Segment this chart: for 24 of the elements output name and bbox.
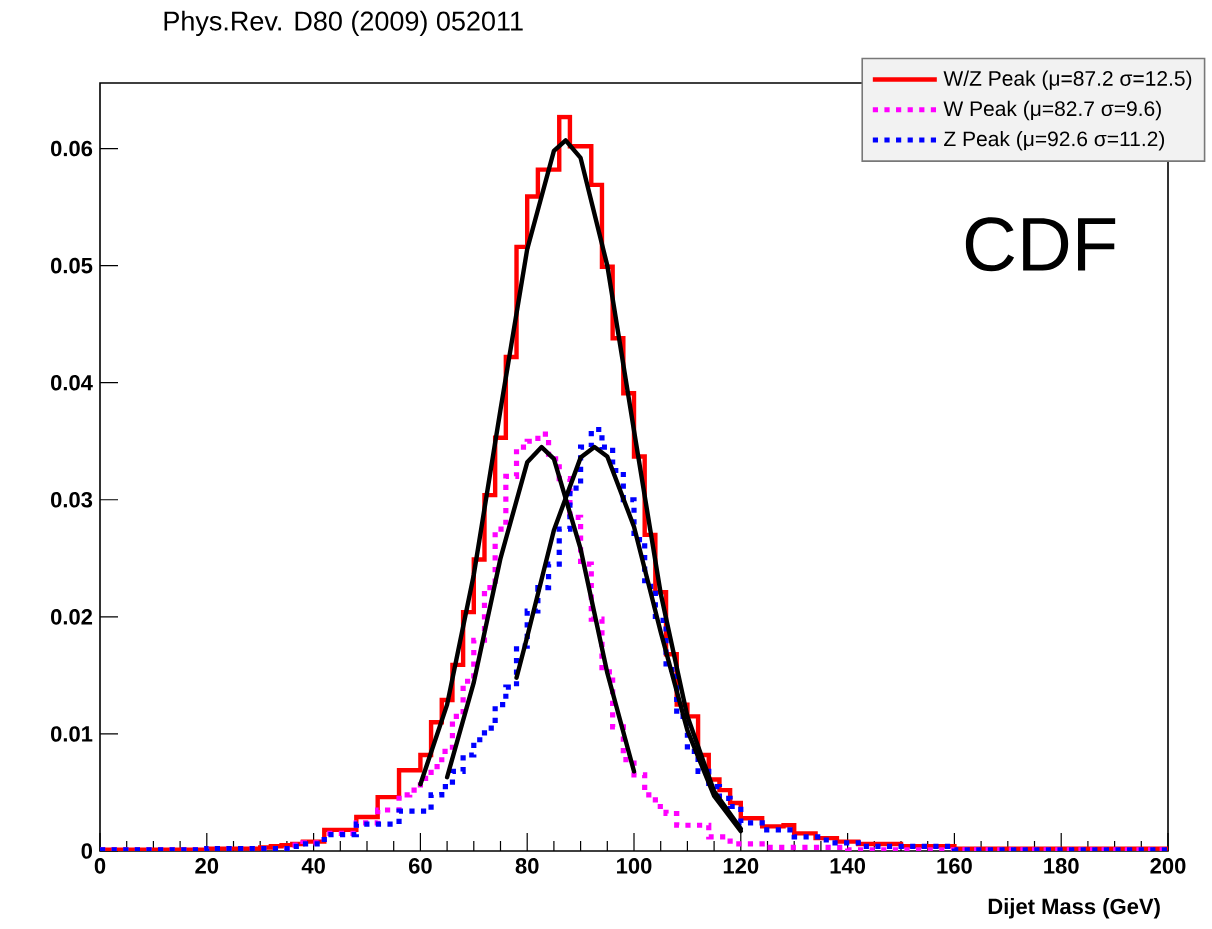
x-tick-label: 60: [408, 858, 432, 874]
y-tick-label: 0.06: [50, 140, 93, 157]
x-tick-label: 180: [1044, 858, 1079, 874]
y-tick-label: 0.03: [50, 491, 93, 508]
x-tick-label: 20: [195, 858, 219, 874]
x-tick-label: 140: [830, 858, 866, 874]
y-tick-label: 0: [81, 843, 93, 859]
y-tick-label: 0.04: [50, 374, 93, 391]
x-tick-label: 120: [723, 858, 759, 874]
x-tick-label: 160: [937, 858, 972, 874]
x-tick-label: 40: [301, 858, 325, 874]
legend-label: W Peak (μ=82.7 σ=9.6): [943, 100, 1161, 121]
annotation: CDF: [965, 217, 1116, 272]
x-tick-label: 0: [94, 858, 106, 874]
x-tick-label: 80: [515, 858, 539, 874]
x-axis-title: Dijet Mass (GeV): [988, 898, 1160, 919]
legend-label: Z Peak (μ=92.6 σ=11.2): [944, 130, 1165, 151]
x-tick-label: 200: [1150, 858, 1186, 874]
y-tick-label: 0.05: [50, 257, 93, 274]
y-tick-label: 0.02: [50, 609, 93, 625]
y-tick-label: 0.01: [50, 726, 93, 742]
x-tick-label: 100: [617, 858, 652, 874]
legend-label: W/Z Peak (μ=87.2 σ=12.5): [943, 70, 1192, 91]
chart-title: Phys.Rev. D80 (2009) 052011: [164, 10, 523, 37]
